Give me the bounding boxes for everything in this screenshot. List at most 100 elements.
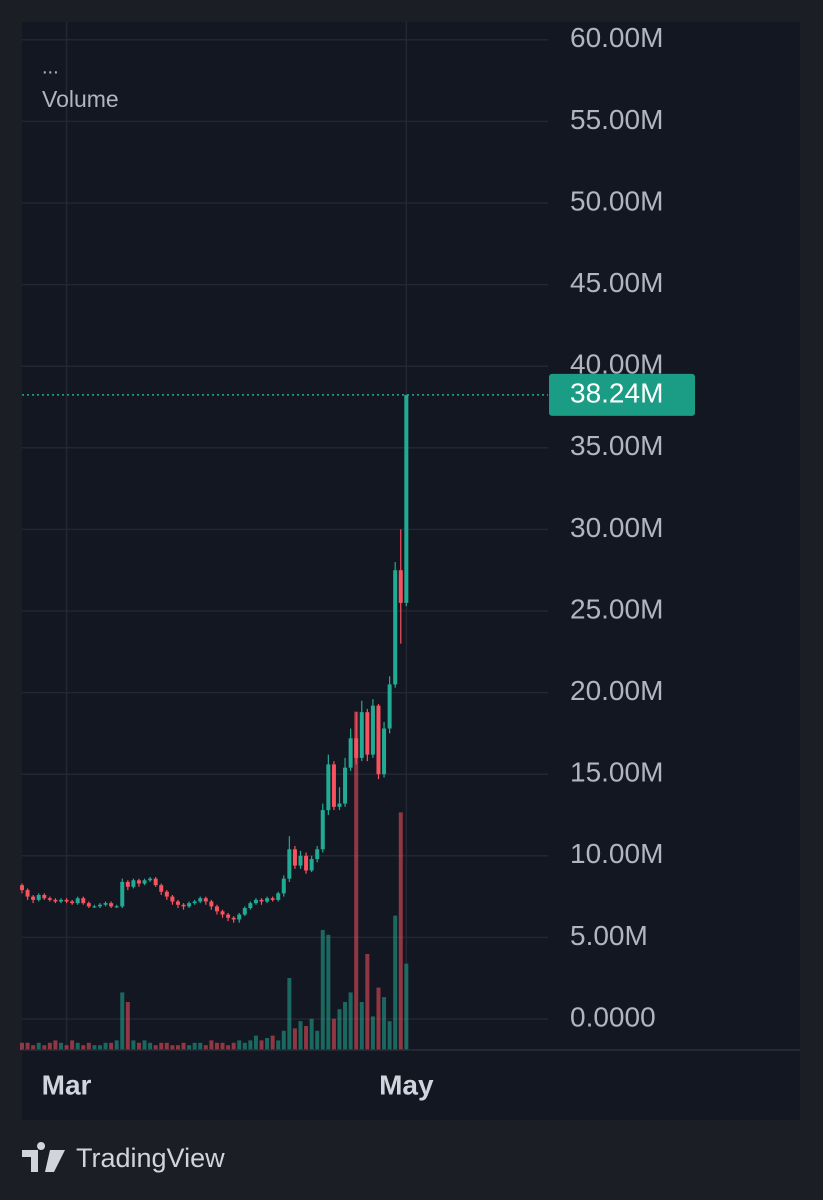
candle-body [304,855,309,871]
candle-body [259,899,264,902]
candle-body [181,904,186,907]
volume-bar [203,1045,208,1050]
volume-bar [153,1045,158,1050]
candle-body [337,803,342,807]
candle-body [192,901,197,904]
volume-bar [331,1018,336,1050]
candle-body [103,903,108,905]
last-price-label: 38.24M [570,377,663,408]
candle-body [175,901,180,905]
volume-bar [97,1045,102,1050]
candle-body [276,893,281,900]
volume-bar [370,1016,375,1050]
volume-bar [320,930,325,1050]
volume-bar [359,1002,364,1050]
volume-bar [276,1040,281,1050]
volume-bar [86,1042,91,1050]
candle-body [237,914,242,920]
candle-body [53,899,58,902]
candle-body [315,849,320,860]
candle-body [64,899,69,902]
volume-bar [92,1045,97,1050]
candle-body [148,878,153,881]
volume-bar [376,987,381,1050]
volume-bar [164,1042,169,1050]
volume-bar [365,954,370,1050]
volume-bar [309,1018,314,1050]
candle-body [242,908,247,915]
volume-bar [253,1035,258,1050]
volume-bar [20,1042,24,1050]
candle-body [326,764,331,811]
x-tick-label: May [379,1069,434,1100]
candle-body [203,898,208,902]
candle-body [253,899,258,904]
volume-bar [187,1045,192,1050]
candle-body [131,880,136,887]
volume-bar [265,1038,270,1050]
logo: TradingView [22,1142,225,1173]
y-tick-label: 10.00M [570,838,663,869]
volume-bar [292,1028,297,1050]
candle-body [270,898,275,900]
volume-bar [242,1042,247,1050]
candle-body [47,898,52,900]
volume-bar [198,1042,203,1050]
candle-body [404,394,409,603]
candle-body [248,903,253,909]
volume-bar [125,1002,130,1050]
y-tick-label: 45.00M [570,267,663,298]
candle-body [393,570,398,685]
volume-bar [103,1042,108,1050]
volume-legend: Volume [42,86,119,112]
candle-body [42,894,47,899]
candle-body [298,855,303,866]
x-tick-label: Mar [42,1069,92,1100]
y-tick-label: 5.00M [570,920,648,951]
candle-body [159,885,164,892]
volume-bar [393,915,398,1050]
volume-bar [304,1026,309,1050]
volume-bar [259,1040,264,1050]
volume-bar [75,1042,80,1050]
volume-bar [281,1030,286,1050]
volume-bar [315,1030,320,1050]
volume-bar [398,812,403,1050]
candle-body [370,705,375,755]
volume-bar [237,1040,242,1050]
volume-bar [36,1042,41,1050]
candle-body [214,906,219,912]
volume-bar [270,1035,275,1050]
volume-bar [136,1042,141,1050]
candle-body [109,903,114,907]
volume-bar [214,1042,219,1050]
candle-body [58,899,63,902]
volume-bar [64,1045,69,1050]
candle-body [97,904,102,907]
volume-bar [31,1045,36,1050]
candle-body [20,885,24,891]
volume-bar [220,1042,225,1050]
candle-body [125,881,130,887]
volume-bar [47,1042,52,1050]
volume-bar [382,997,387,1050]
y-tick-label: 50.00M [570,185,663,216]
candle-body [136,880,141,884]
candle-body [359,712,364,758]
candle-body [70,901,75,904]
menu-dots[interactable]: ... [42,56,59,78]
y-tick-label: 60.00M [570,22,663,53]
candle-body [287,849,292,879]
volume-bar [81,1045,86,1050]
candle-body [25,890,30,897]
volume-bar [159,1042,164,1050]
volume-bar [192,1042,197,1050]
candle-body [81,898,86,904]
candle-body [281,878,286,894]
volume-bar [114,1040,119,1050]
volume-bar [53,1040,58,1050]
volume-bar [343,1002,348,1050]
marks [20,394,409,1050]
candle-body [114,906,119,908]
